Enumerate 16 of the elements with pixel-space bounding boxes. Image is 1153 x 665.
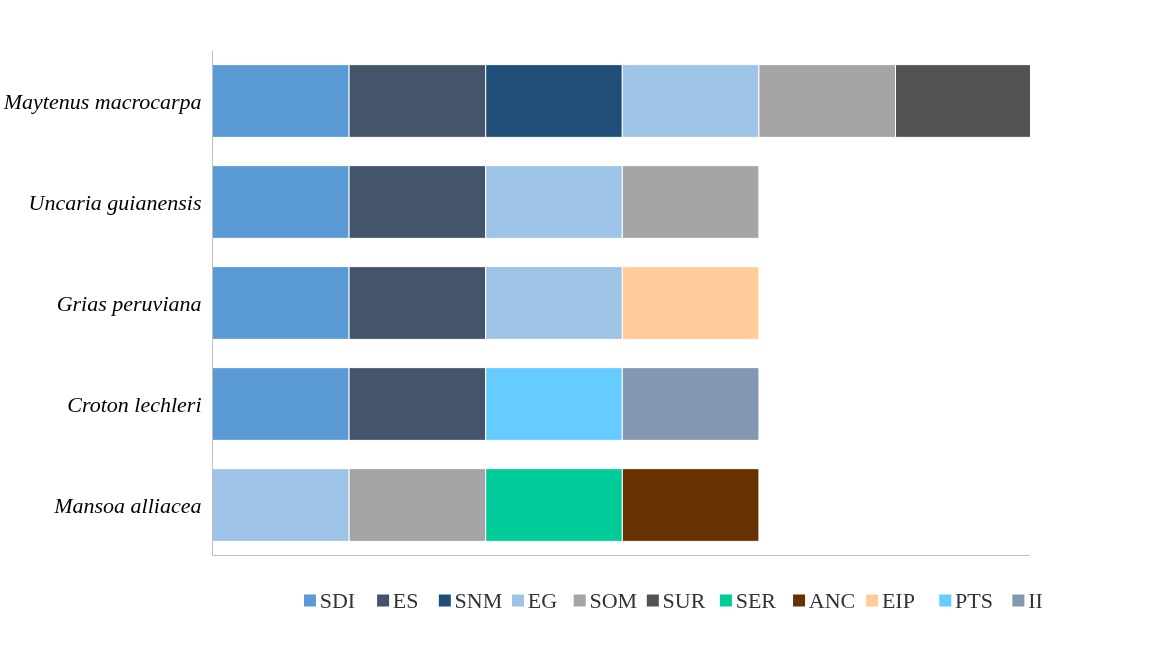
legend-label: ES (392, 588, 419, 613)
legend-label: SER (735, 588, 777, 613)
y-tick-label: Grias peruviana (56, 290, 202, 316)
legend-label: SOM (589, 588, 638, 613)
legend-label: EIP (881, 588, 915, 613)
legend-label: PTS (955, 588, 993, 613)
y-tick-label: Croton lechleri (67, 391, 202, 417)
y-tick-label: Mansoa alliacea (53, 492, 202, 518)
y-tick-label: Uncaria guianensis (28, 189, 202, 215)
legend-label: EG (527, 588, 558, 613)
legend-label: SNM (454, 588, 503, 613)
legend-label: SUR (662, 588, 706, 613)
legend-label: SDI (319, 588, 356, 613)
y-tick-label: Maytenus macrocarpa (2, 88, 202, 114)
legend-label: II (1028, 588, 1043, 613)
legend-label: ANC (808, 588, 856, 613)
